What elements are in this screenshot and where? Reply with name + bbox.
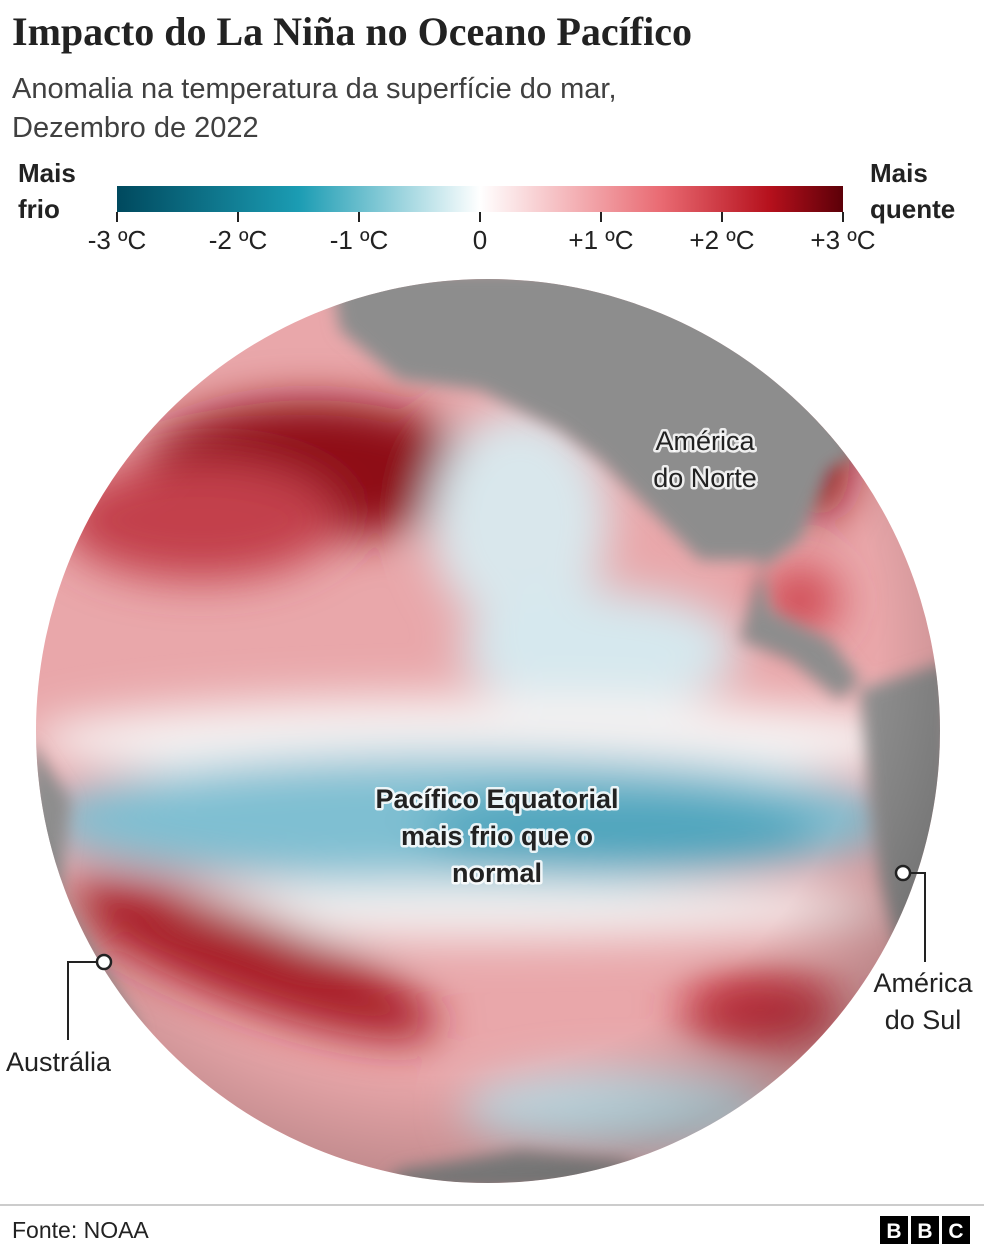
legend-cold-label: Mais [18,158,76,188]
color-scale [117,186,843,212]
logo-block [911,1216,939,1244]
region-label: do Sul [885,1005,962,1035]
tick-label: +2 ºC [689,225,754,255]
legend-warm-label: quente [870,194,955,224]
callout-dot [894,864,912,882]
callout-lines [67,872,926,1040]
logo-letter: B [917,1220,932,1243]
tick-label: +1 ºC [568,225,633,255]
region-label: normal [452,858,542,888]
callout-dot [95,953,113,971]
tick-label: -2 ºC [209,225,268,255]
region-label: América [655,426,755,456]
logo-letter: B [886,1220,901,1243]
legend-cold-label: frio [18,194,60,224]
title: Impacto do La Niña no Oceano Pacífico [12,9,692,54]
region-label: Pacífico Equatorial [375,784,618,814]
region-label: do Norte [653,463,757,493]
region-label: Austrália [6,1047,112,1077]
logo: B B C [880,1216,970,1244]
logo-block [880,1216,908,1244]
logo-block [942,1216,970,1244]
region-label: América [873,968,973,998]
legend-warm-label: Mais [870,158,928,188]
tick-label: -1 ºC [330,225,389,255]
tick-label: +3 ºC [810,225,875,255]
tick-label: -3 ºC [88,225,147,255]
tick-label: 0 [473,225,487,255]
region-label: mais frio que o [401,821,593,851]
globe [36,279,940,1183]
logo-letter: C [948,1220,963,1243]
subtitle: Dezembro de 2022 [12,112,259,144]
subtitle: Anomalia na temperatura da superfície do… [12,73,617,105]
legend: Mais frio Mais quente -3 ºC -2 ºC -1 ºC 0 +1… [18,158,955,255]
source: Fonte: NOAA [12,1217,149,1243]
